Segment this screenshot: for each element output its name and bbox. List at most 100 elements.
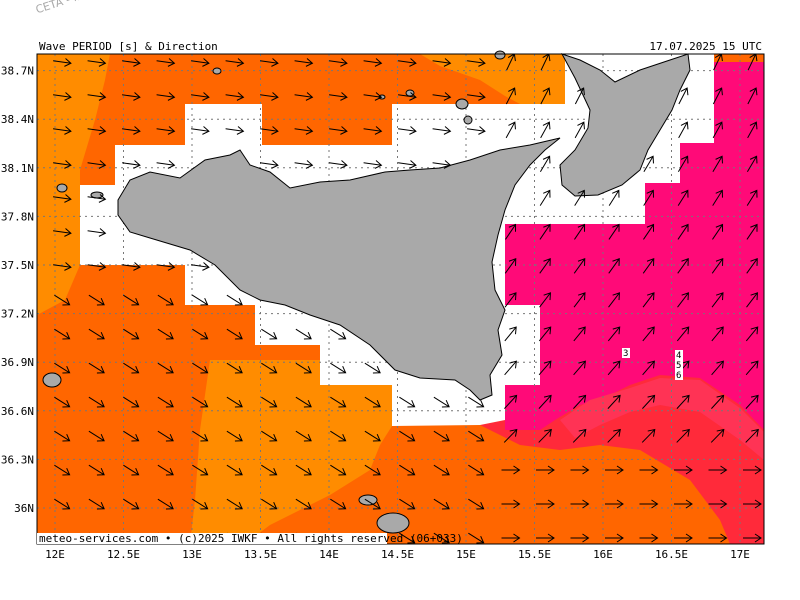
egadi-island-1 bbox=[56, 183, 68, 193]
direction-arrow bbox=[261, 328, 278, 340]
direction-arrow bbox=[123, 362, 140, 374]
direction-arrow bbox=[330, 362, 347, 374]
direction-arrow bbox=[363, 126, 383, 135]
direction-arrow bbox=[260, 160, 279, 169]
direction-arrow bbox=[468, 532, 485, 544]
direction-arrow bbox=[608, 223, 620, 240]
direction-arrow bbox=[607, 394, 621, 409]
sicily-landmass bbox=[117, 137, 561, 401]
direction-arrow bbox=[539, 292, 552, 308]
direction-arrow bbox=[54, 396, 71, 408]
direction-arrow bbox=[364, 362, 381, 374]
calabria-landmass bbox=[559, 53, 691, 197]
direction-arrow bbox=[87, 92, 107, 101]
direction-arrow bbox=[639, 533, 659, 543]
lon-tick-label: 13E bbox=[182, 548, 202, 561]
direction-arrow bbox=[294, 92, 314, 101]
direction-arrow bbox=[226, 328, 243, 340]
direction-arrow bbox=[573, 360, 586, 376]
direction-arrow bbox=[122, 262, 141, 271]
direction-arrow bbox=[53, 160, 72, 169]
direction-arrow bbox=[712, 87, 723, 105]
direction-arrow bbox=[573, 257, 586, 274]
direction-arrow bbox=[677, 155, 689, 172]
direction-arrow bbox=[743, 499, 762, 509]
direction-arrow bbox=[468, 498, 485, 510]
footer-background bbox=[37, 533, 387, 544]
direction-arrow bbox=[192, 362, 209, 374]
direction-arrow bbox=[433, 396, 450, 408]
direction-arrow bbox=[295, 328, 312, 340]
direction-arrow bbox=[712, 155, 723, 172]
direction-arrow bbox=[330, 396, 347, 408]
direction-arrow bbox=[123, 498, 140, 510]
direction-arrow bbox=[191, 126, 210, 135]
direction-arrow bbox=[88, 362, 105, 374]
longitude-labels: 12E 12.5E 13E 13.5E 14E 14.5E 15E 15.5E 16E 16.5E… bbox=[45, 548, 750, 561]
direction-arrow bbox=[467, 126, 486, 135]
direction-arrow bbox=[363, 58, 383, 67]
direction-arrow bbox=[712, 223, 724, 240]
direction-arrow bbox=[191, 58, 210, 67]
direction-arrow bbox=[538, 428, 552, 443]
direction-arrow bbox=[608, 257, 620, 274]
direction-arrow bbox=[639, 465, 659, 475]
direction-arrow bbox=[294, 126, 314, 135]
direction-arrow bbox=[708, 465, 728, 475]
direction-arrow bbox=[639, 499, 659, 509]
plot-border bbox=[36, 53, 765, 545]
direction-arrow bbox=[192, 430, 209, 442]
lon-tick-label: 15.5E bbox=[518, 548, 551, 561]
contour-label-6: 6 bbox=[676, 371, 681, 381]
lipari-island bbox=[455, 98, 469, 110]
direction-arrow bbox=[708, 499, 728, 509]
direction-arrow bbox=[743, 465, 762, 475]
direction-arrow bbox=[123, 464, 140, 476]
direction-arrow bbox=[87, 126, 107, 135]
direction-arrow bbox=[572, 428, 587, 443]
direction-arrow bbox=[712, 189, 723, 206]
direction-arrow bbox=[501, 533, 521, 543]
direction-arrow bbox=[747, 54, 758, 71]
footer-credit: meteo-services.com • (c)2025 IWKF • All … bbox=[39, 532, 463, 545]
lon-tick-label: 14.5E bbox=[381, 548, 414, 561]
direction-arrow bbox=[54, 362, 71, 374]
direction-arrow bbox=[122, 92, 141, 101]
direction-arrow bbox=[642, 257, 655, 274]
direction-arrow bbox=[505, 223, 517, 240]
direction-arrow bbox=[641, 428, 656, 443]
direction-arrow bbox=[87, 58, 107, 67]
lon-tick-label: 16.5E bbox=[655, 548, 688, 561]
direction-arrow bbox=[192, 498, 209, 510]
direction-arrow bbox=[539, 223, 551, 240]
direction-arrow bbox=[88, 464, 105, 476]
direction-arrow bbox=[745, 394, 759, 409]
direction-arrow bbox=[87, 262, 107, 271]
direction-arrow bbox=[261, 430, 278, 442]
direction-arrow bbox=[708, 533, 728, 543]
direction-arrow bbox=[157, 294, 174, 306]
direction-arrow bbox=[676, 428, 690, 443]
direction-arrow bbox=[226, 396, 243, 408]
direction-arrow bbox=[87, 228, 107, 237]
direction-arrow bbox=[677, 257, 689, 274]
direction-arrow bbox=[433, 532, 450, 544]
direction-arrow bbox=[191, 262, 210, 271]
direction-arrow bbox=[226, 498, 243, 510]
direction-arrow bbox=[570, 499, 590, 509]
direction-arrow bbox=[504, 292, 517, 308]
direction-arrow bbox=[260, 92, 279, 101]
direction-arrow bbox=[123, 328, 140, 340]
direction-arrow bbox=[643, 155, 654, 172]
direction-arrow bbox=[745, 326, 759, 342]
direction-arrow bbox=[122, 160, 141, 169]
direction-arrow bbox=[399, 498, 416, 510]
direction-arrow bbox=[295, 498, 312, 510]
direction-arrow bbox=[505, 87, 516, 105]
direction-arrow bbox=[607, 428, 621, 443]
direction-arrow bbox=[123, 396, 140, 408]
direction-arrow bbox=[504, 257, 517, 274]
direction-arrow bbox=[192, 294, 209, 306]
direction-arrow bbox=[156, 58, 176, 67]
